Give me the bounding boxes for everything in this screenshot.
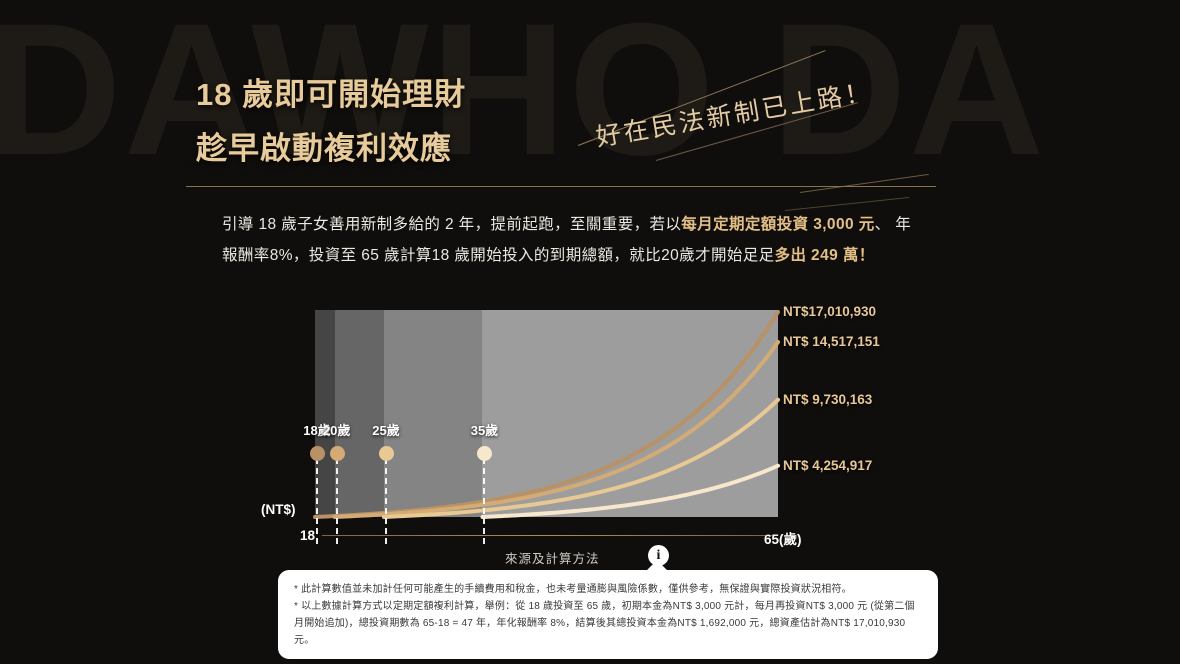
marker-line-25歲 (384, 458, 387, 544)
value-label-25歲: NT$ 9,730,163 (783, 391, 873, 407)
intro-paragraph: 引導 18 歲子女善用新制多給的 2 年，提前起跑，至關重要，若以每月定期定額投… (222, 209, 912, 271)
value-label-35歲: NT$ 4,254,917 (783, 457, 873, 473)
x-axis-line (322, 535, 772, 536)
page-title: 18 歲即可開始理財 趁早啟動複利效應 (196, 68, 616, 176)
marker-dot-20歲 (329, 446, 345, 461)
intro-text-part-2: 、 年報酬率8%，投資至 65 歲計算18 歲開始投入的到期總額，就比20歲才開… (222, 216, 912, 264)
brand-watermark: DAWHO DA (0, 0, 1047, 194)
value-label-18歲: NT$17,010,930 (783, 304, 877, 319)
info-icon[interactable]: i (648, 545, 669, 566)
marker-label-25歲: 25歲 (372, 423, 400, 438)
intro-text-part-1: 引導 18 歲子女善用新制多給的 2 年，提前起跑，至關重要，若以 (222, 216, 682, 233)
compound-growth-chart: 18歲 20歲 25歲 35歲 NT$17,010,930 NT$ 14,517,151… (0, 296, 1180, 564)
marker-line-18歲 (316, 458, 318, 544)
marker-label-18歲: 18歲 (303, 423, 331, 438)
chart-band-1 (315, 310, 335, 517)
marker-line-35歲 (483, 458, 486, 544)
marker-dot-25歲 (378, 446, 394, 461)
chart-band-2 (334, 310, 384, 517)
chart-band-3 (383, 310, 483, 517)
source-label: 來源及計算方法 (505, 552, 600, 566)
marker-line-20歲 (335, 458, 338, 544)
footnote-card: * 此計算數值並未加計任何可能產生的手續費用和稅金，也未考量通膨與風險係數，僅供… (278, 560, 938, 659)
marker-dot-35歲 (477, 446, 493, 461)
marker-label-35歲: 35歲 (470, 423, 499, 438)
footnote-line-2: * 以上數據計算方式以定期定額複利計算，舉例：從 18 歲投資至 65 歲，初期… (294, 601, 915, 646)
chart-plot-area (315, 310, 778, 517)
chart-curve-35歲 (480, 463, 780, 519)
intro-highlight-1: 每月定期定額投資 3,000 元 (681, 216, 875, 233)
chart-curve-20歲 (332, 340, 780, 519)
chart-curves (313, 310, 780, 519)
headline-line-1: 18 歲即可開始理財 (196, 77, 467, 112)
intro-highlight-2: 多出 249 萬！ (774, 247, 875, 264)
header-divider (186, 186, 936, 187)
promo-badge: 好在民法新制已上路！ (560, 40, 940, 211)
y-axis-label: (NT$) (261, 502, 296, 517)
marker-label-20歲: 20歲 (322, 423, 351, 438)
x-axis-end-label: 65(歲) (764, 532, 802, 547)
x-axis-start-label: 18 (300, 528, 316, 543)
headline-line-2: 趁早啟動複利效應 (196, 131, 452, 166)
chart-curve-25歲 (381, 397, 780, 519)
footnote-line-1: * 此計算數值並未加計任何可能產生的手續費用和稅金，也未考量通膨與風險係數，僅供… (294, 584, 852, 595)
marker-dot-18歲 (310, 446, 325, 461)
value-label-20歲: NT$ 14,517,151 (783, 334, 880, 350)
